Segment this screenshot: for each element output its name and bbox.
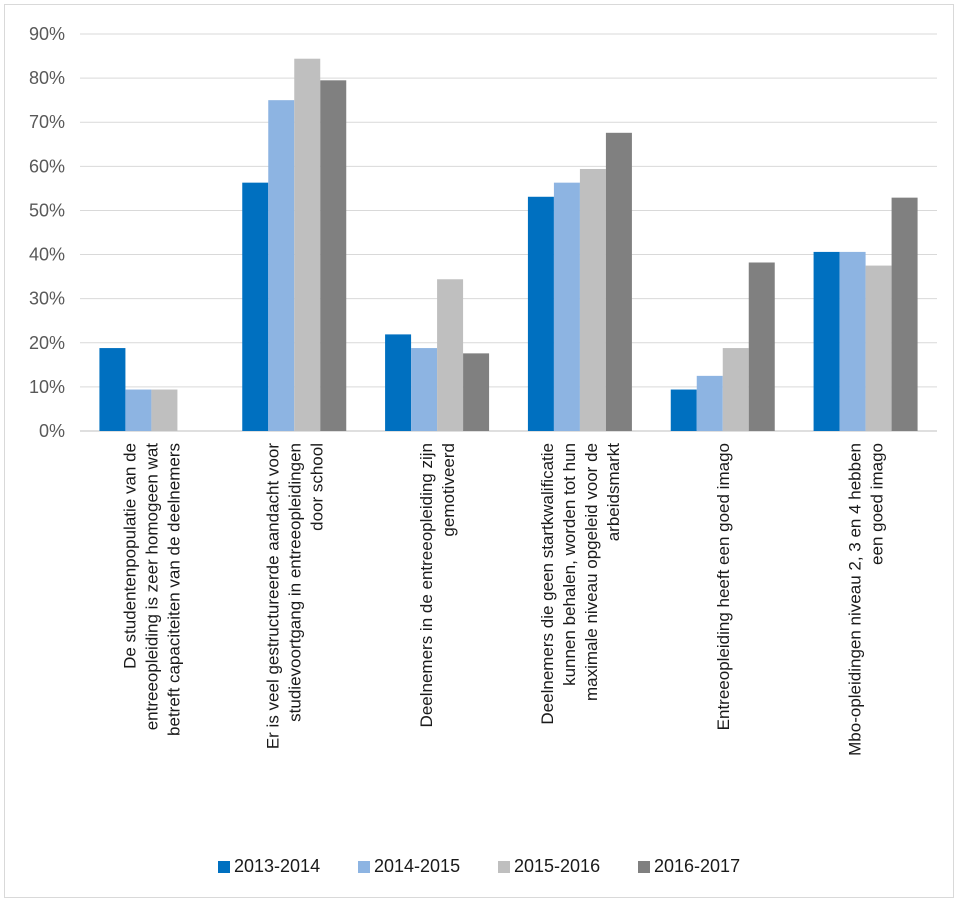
x-tick-label: De studentenpopulatie van de bbox=[120, 443, 139, 669]
bar bbox=[294, 58, 321, 432]
bar bbox=[891, 197, 918, 431]
x-tick-label: Deelnemers die geen startkwalificatie bbox=[538, 443, 557, 725]
legend: 2013-2014 2014-2015 2015-2016 2016-2017 bbox=[218, 856, 740, 876]
y-tick-label: 10% bbox=[29, 377, 65, 397]
bar bbox=[839, 251, 866, 431]
x-tick-label: maximale niveau opgeleid voor de bbox=[582, 443, 601, 701]
bar bbox=[670, 389, 697, 431]
bar bbox=[320, 80, 347, 432]
bar bbox=[696, 375, 723, 431]
x-category-label: Deelnemers in de entreeopleiding zijn gem… bbox=[417, 443, 458, 727]
x-category-label: Mbo-opleidingen niveau 2, 3 en 4 hebben e… bbox=[846, 443, 887, 756]
bar bbox=[411, 348, 438, 431]
bar bbox=[125, 389, 152, 431]
x-tick-label: studievoortgang in entreeopleidingen bbox=[285, 443, 304, 722]
bar bbox=[242, 182, 269, 431]
bar bbox=[748, 262, 775, 431]
y-tick-label: 50% bbox=[29, 200, 65, 220]
legend-item: 2013-2014 bbox=[218, 856, 320, 876]
legend-swatch bbox=[358, 861, 370, 873]
y-tick-label: 40% bbox=[29, 245, 65, 265]
x-tick-label: een goed imago bbox=[868, 443, 887, 565]
x-category-label: Deelnemers die geen startkwalificatie kun… bbox=[538, 443, 623, 725]
bar bbox=[151, 389, 178, 431]
x-tick-label: gemotiveerd bbox=[439, 443, 458, 537]
y-tick-label: 30% bbox=[29, 289, 65, 309]
x-category-label: Entreeopleiding heeft een goed imago bbox=[714, 443, 733, 730]
legend-label: 2015-2016 bbox=[514, 856, 600, 876]
x-category-label: De studentenpopulatie van de entreeopleid… bbox=[120, 443, 183, 736]
x-tick-label: Entreeopleiding heeft een goed imago bbox=[714, 443, 733, 730]
bar bbox=[579, 168, 606, 432]
bar bbox=[722, 348, 749, 431]
bar bbox=[813, 251, 840, 431]
y-tick-label: 20% bbox=[29, 333, 65, 353]
x-tick-label: door school bbox=[307, 443, 326, 531]
x-tick-label: Mbo-opleidingen niveau 2, 3 en 4 hebben bbox=[846, 443, 865, 756]
bar bbox=[463, 353, 490, 431]
y-tick-label: 0% bbox=[39, 421, 65, 441]
gridlines bbox=[80, 33, 937, 432]
legend-label: 2014-2015 bbox=[374, 856, 460, 876]
bar bbox=[865, 265, 892, 431]
y-tick-label: 90% bbox=[29, 24, 65, 44]
legend-swatch bbox=[218, 861, 230, 873]
legend-item: 2015-2016 bbox=[498, 856, 600, 876]
bar bbox=[268, 100, 295, 432]
y-tick-label: 70% bbox=[29, 112, 65, 132]
bar bbox=[385, 334, 412, 431]
bar bbox=[553, 182, 580, 431]
bar bbox=[605, 132, 632, 431]
y-axis: 0% 10% 20% 30% 40% 50% 60% 70% 80% 90% bbox=[29, 24, 65, 441]
x-axis-labels: De studentenpopulatie van de entreeopleid… bbox=[120, 443, 886, 756]
legend-item: 2016-2017 bbox=[638, 856, 740, 876]
x-category-label: Er is veel gestructureerde aandacht voor… bbox=[263, 443, 326, 750]
bar bbox=[99, 348, 126, 431]
legend-label: 2013-2014 bbox=[234, 856, 320, 876]
bars bbox=[99, 58, 918, 432]
x-tick-label: kunnen behalen, worden tot hun bbox=[560, 443, 579, 686]
y-tick-label: 60% bbox=[29, 156, 65, 176]
bar bbox=[437, 279, 464, 431]
bar bbox=[527, 196, 554, 431]
x-tick-label: betreft capaciteiten van de deelnemers bbox=[164, 443, 183, 736]
legend-label: 2016-2017 bbox=[654, 856, 740, 876]
legend-item: 2014-2015 bbox=[358, 856, 460, 876]
x-tick-label: Er is veel gestructureerde aandacht voor bbox=[263, 443, 282, 750]
chart-frame bbox=[4, 4, 954, 898]
legend-swatch bbox=[638, 861, 650, 873]
legend-swatch bbox=[498, 861, 510, 873]
x-tick-label: arbeidsmarkt bbox=[604, 443, 623, 542]
y-tick-label: 80% bbox=[29, 68, 65, 88]
x-tick-label: entreeopleiding is zeer homogeen wat bbox=[142, 443, 161, 731]
x-tick-label: Deelnemers in de entreeopleiding zijn bbox=[417, 443, 436, 727]
